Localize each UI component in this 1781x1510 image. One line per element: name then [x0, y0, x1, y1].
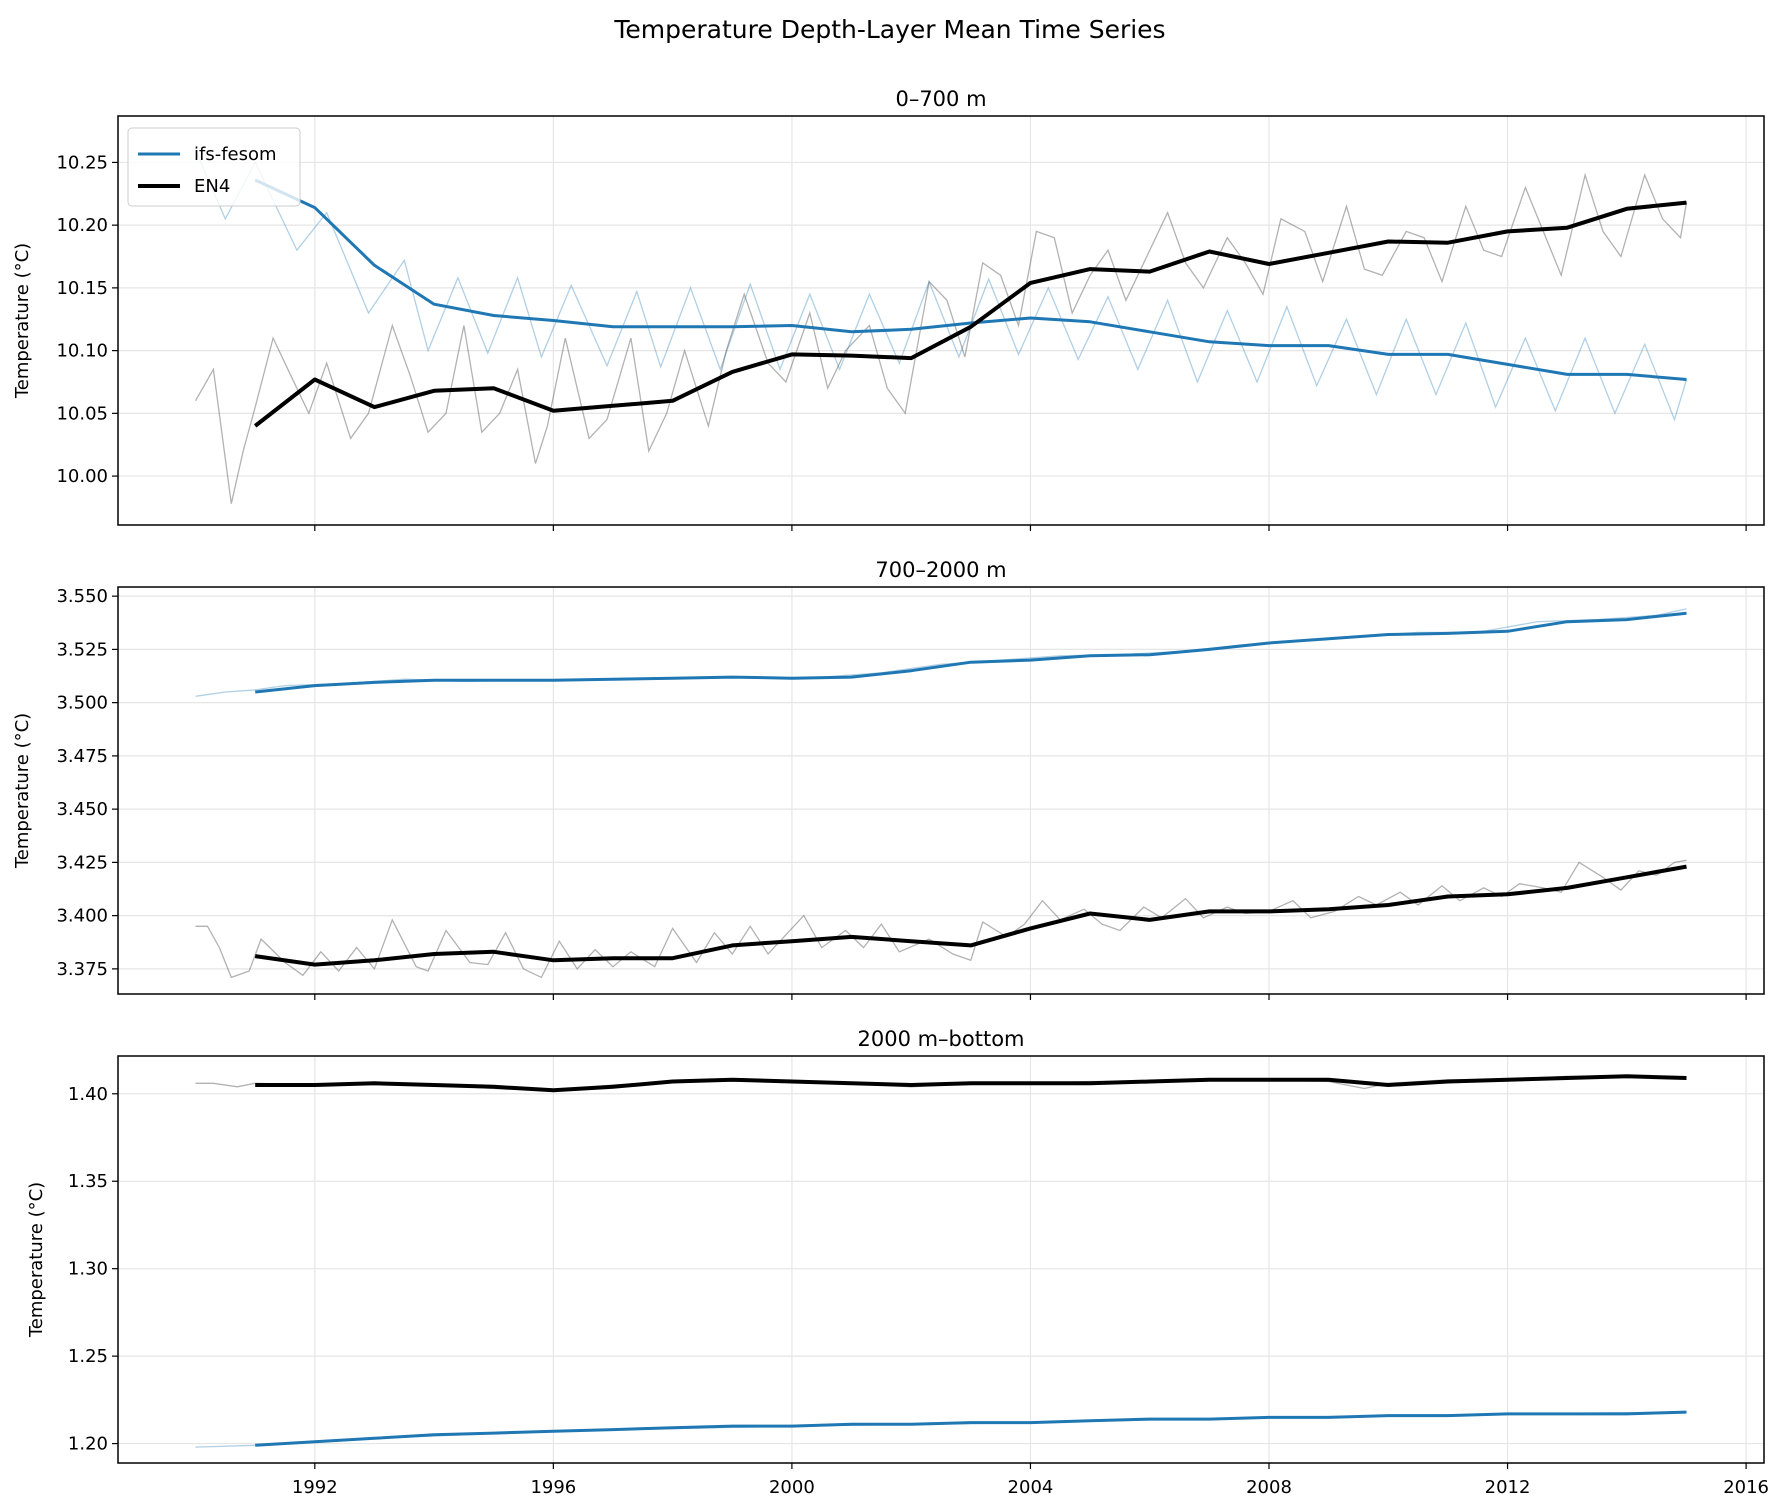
plot-area: [196, 609, 1687, 978]
y-tick-label: 10.15: [56, 278, 108, 299]
series-line-ifs-fesom: [255, 180, 1686, 380]
figure-title: Temperature Depth-Layer Mean Time Series: [613, 15, 1165, 44]
y-tick-label: 1.25: [68, 1346, 108, 1367]
y-tick-label: 1.20: [68, 1434, 108, 1455]
y-tick-label: 1.40: [68, 1084, 108, 1105]
x-tick-label: 2008: [1246, 1477, 1292, 1498]
y-tick-label: 3.525: [56, 639, 108, 660]
y-tick-label: 3.450: [56, 799, 108, 820]
y-tick-label: 1.35: [68, 1171, 108, 1192]
x-tick-label: 1996: [530, 1477, 576, 1498]
panel-0: 10.00 10.05 10.10 10.15 10.20 10.25 0–700 m Tem…: [12, 87, 1764, 531]
panel-title: 2000 m–bottom: [857, 1027, 1024, 1051]
y-tick-label: 3.375: [56, 959, 108, 980]
series-monthly-ifs-fesom: [196, 609, 1687, 696]
y-axis-label: Temperature (°C): [12, 243, 33, 399]
axes-frame: [118, 587, 1764, 994]
plot-area: [196, 1076, 1687, 1447]
panel-2: 1992 1996 2000 2004 2008 2012 2016 1.20 1.25 1.30…: [26, 1027, 1769, 1498]
y-tick-label: 3.500: [56, 693, 108, 714]
series-monthly-ifs-fesom: [196, 150, 1687, 420]
y-tick-label: 10.00: [56, 466, 108, 487]
series-monthly-ifs-fesom: [196, 1412, 1687, 1447]
x-tick-label: 2000: [769, 1477, 815, 1498]
x-tick-label: 1992: [292, 1477, 338, 1498]
y-tick-label: 10.10: [56, 341, 108, 362]
y-tick-label: 1.30: [68, 1259, 108, 1280]
x-tick-label: 2012: [1485, 1477, 1531, 1498]
y-tick-label: 3.400: [56, 906, 108, 927]
y-tick-label: 10.25: [56, 152, 108, 173]
y-tick-label: 3.475: [56, 746, 108, 767]
plot-area: [196, 150, 1687, 504]
y-axis-label: Temperature (°C): [12, 713, 33, 869]
legend-label: EN4: [194, 176, 230, 197]
series-monthly-EN4: [196, 175, 1687, 504]
panel-1: 3.375 3.400 3.425 3.450 3.475 3.500 3.525 3.550…: [12, 558, 1764, 1000]
y-tick-label: 3.550: [56, 586, 108, 607]
series-line-EN4: [255, 203, 1686, 426]
axes-frame: [118, 116, 1764, 525]
y-axis-label: Temperature (°C): [26, 1182, 47, 1338]
series-monthly-EN4: [196, 860, 1687, 977]
y-tick-label: 10.05: [56, 403, 108, 424]
legend: ifs-fesom EN4: [128, 128, 300, 206]
legend-label: ifs-fesom: [194, 144, 277, 165]
y-tick-label: 10.20: [56, 215, 108, 236]
series-line-ifs-fesom: [255, 613, 1686, 692]
y-tick-label: 3.425: [56, 852, 108, 873]
x-tick-label: 2016: [1723, 1477, 1769, 1498]
x-tick-label: 2004: [1008, 1477, 1054, 1498]
panel-title: 0–700 m: [895, 87, 986, 111]
panel-title: 700–2000 m: [875, 558, 1006, 582]
series-line-ifs-fesom: [255, 1412, 1686, 1445]
axes-frame: [118, 1056, 1764, 1463]
